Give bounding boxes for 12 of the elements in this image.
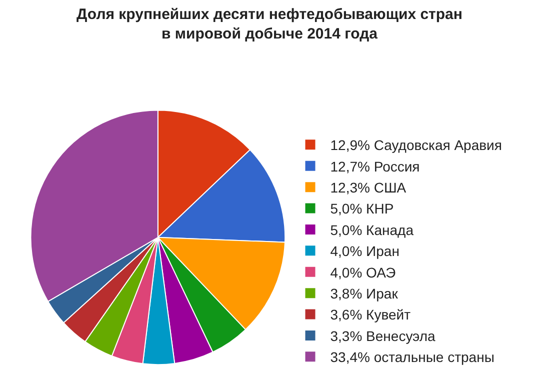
chart-title: Доля крупнейших десяти нефтедобывающих стран в мировой добыче 2014 года (76, 6, 462, 43)
legend-label: 5,0% КНР (330, 200, 394, 217)
legend-label: 4,0% Иран (330, 243, 400, 260)
legend-label: 3,3% Венесуэла (330, 328, 436, 344)
legend-label: 12,7% Россия (330, 158, 420, 174)
legend-label: 3,8% Ирак (330, 286, 399, 302)
legend-label: 4,0% ОАЭ (330, 264, 396, 280)
legend-label: 12,9% Саудовская Аравия (330, 137, 502, 154)
legend-label: 3,6% Кувейт (330, 306, 412, 323)
legend-label: 33,4% остальные страны (330, 349, 494, 366)
legend-label: 5,0% Канада (330, 222, 414, 238)
legend-label: 12,3% США (330, 180, 407, 196)
